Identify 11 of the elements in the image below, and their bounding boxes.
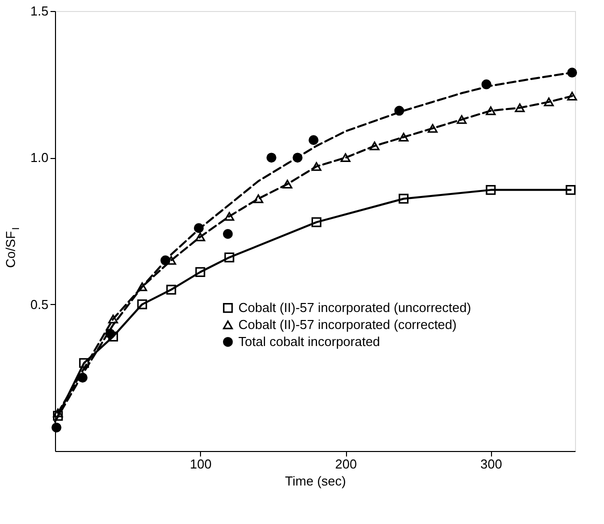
x-tick-label: 200: [335, 456, 357, 472]
legend-label: Cobalt (II)-57 incorporated (uncorrected): [238, 300, 472, 315]
x-tick-label: 300: [480, 456, 502, 472]
y-axis-title: Co/SFI: [3, 227, 22, 268]
y-tick-label: 1.5: [30, 4, 48, 18]
y-tick-label: 1.0: [30, 150, 48, 166]
legend-label: Cobalt (II)-57 incorporated (corrected): [238, 316, 457, 332]
legend-label: Total cobalt incorporated: [238, 334, 380, 349]
x-axis-title: Time (sec): [285, 474, 346, 488]
y-tick-label: 0.5: [30, 296, 48, 312]
x-tick-label: 100: [190, 456, 212, 472]
